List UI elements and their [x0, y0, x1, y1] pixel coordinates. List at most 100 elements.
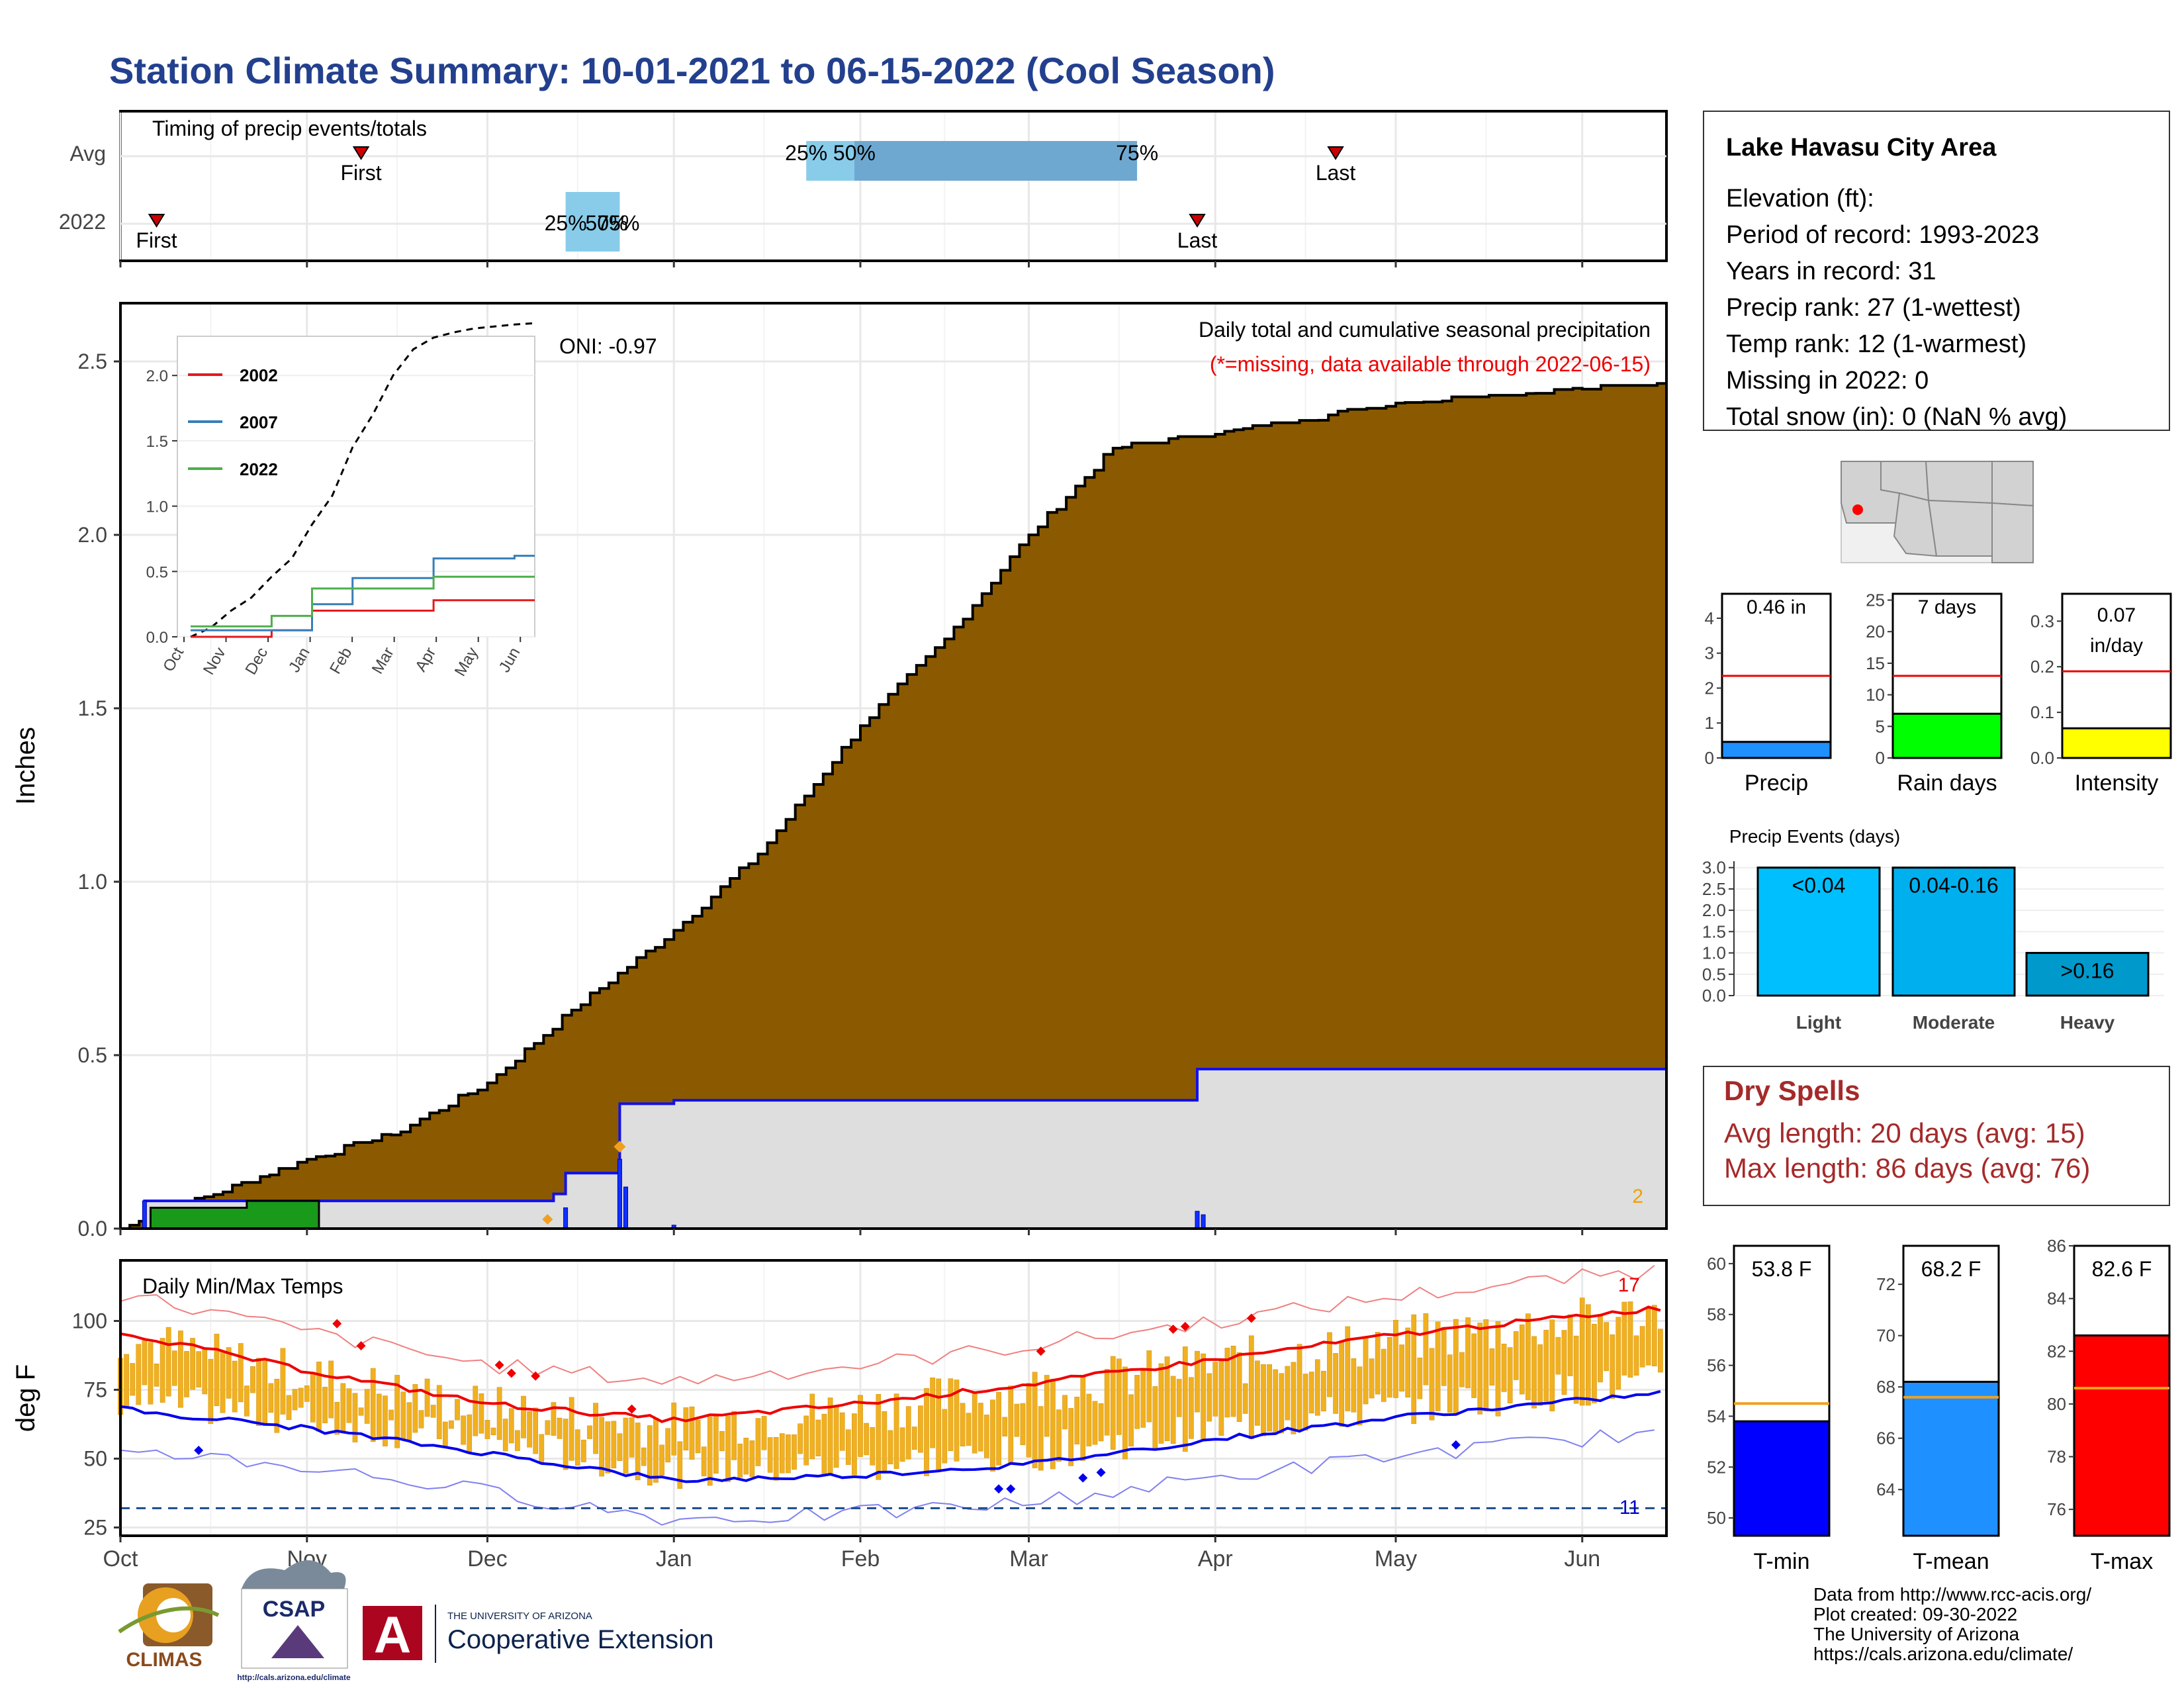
month-label-2: Dec: [467, 1546, 507, 1571]
daily-temp-bar-27: [280, 1348, 286, 1415]
precip-mini-tick-label-1-0: 0: [1876, 748, 1885, 768]
daily-temp-bar-24: [262, 1358, 267, 1427]
precip-mini-tick-label-0-3: 3: [1705, 643, 1714, 663]
precip-y-label: Inches: [11, 727, 40, 805]
temp-ytick-label-3: 100: [72, 1309, 107, 1333]
inset-line-2007: [191, 555, 535, 632]
daily-temp-bar-132: [911, 1427, 917, 1450]
map-state-ut: [1925, 461, 1993, 504]
info-snow: Total snow (in): 0 (NaN % avg): [1726, 403, 2067, 431]
map-state-tx: [1991, 502, 2034, 563]
precip-mini-tick-label-1-2: 10: [1866, 685, 1885, 705]
daily-temp-bar-34: [322, 1387, 328, 1423]
daily-temp-bar-98: [707, 1416, 713, 1486]
daily-temp-bar-15: [208, 1358, 214, 1425]
ua-cooperative-extension-logo: A THE UNIVERSITY OF ARIZONA Cooperative …: [363, 1605, 713, 1664]
timing-row-avg: Avg: [69, 142, 106, 165]
daily-temp-bar-202: [1333, 1353, 1338, 1414]
temp-mini-tick-label-1-2: 68: [1876, 1377, 1895, 1397]
daily-temp-bar-57: [461, 1415, 466, 1445]
month-label-6: Apr: [1198, 1546, 1233, 1571]
daily-temp-bar-201: [1327, 1332, 1332, 1397]
daily-temp-bar-150: [1020, 1403, 1026, 1446]
daily-temp-bar-30: [298, 1387, 304, 1408]
events-bar-label-1: 0.04-0.16: [1909, 874, 1998, 898]
daily-temp-bar-152: [1032, 1372, 1038, 1468]
month-label-0: Oct: [103, 1546, 138, 1571]
daily-temp-bar-218: [1429, 1348, 1435, 1421]
inset-average-line: [190, 322, 535, 638]
daily-temp-bar-48: [406, 1402, 412, 1442]
precip-panel-frame: [119, 302, 1668, 1230]
daily-temp-bar-20: [238, 1343, 244, 1403]
daily-temp-bar-241: [1567, 1314, 1573, 1376]
daily-temp-bar-205: [1351, 1358, 1357, 1413]
daily-temp-bar-210: [1381, 1348, 1387, 1402]
avg-last-marker: [1327, 146, 1344, 160]
daily-temp-bar-35: [328, 1360, 334, 1419]
daily-temp-bar-124: [864, 1423, 869, 1456]
precip-summary-bars: 0 1 2 3 4 0.46 in Precip 0 5 10 15 20 25 7 days Rain d…: [1705, 590, 2172, 796]
inset-frame: [177, 336, 535, 637]
daily-temp-bar-223: [1459, 1352, 1465, 1387]
daily-temp-bar-169: [1134, 1375, 1140, 1429]
info-period: Period of record: 1993-2023: [1726, 221, 2039, 249]
daily-temp-bar-186: [1236, 1352, 1242, 1423]
daily-temp-bar-251: [1627, 1301, 1633, 1378]
daily-temp-bar-103: [737, 1443, 743, 1478]
events-ytick-label-5: 2.5: [1702, 879, 1726, 899]
daily-temp-bar-33: [316, 1362, 322, 1432]
temp-panel-frame: [119, 1259, 1668, 1537]
daily-temp-bar-249: [1615, 1317, 1621, 1389]
daily-temp-bar-244: [1585, 1304, 1591, 1406]
daily-temp-bar-212: [1393, 1319, 1398, 1398]
daily-temp-bar-21: [244, 1385, 250, 1417]
record-low-marker-0: [194, 1446, 204, 1456]
daily-temp-bar-245: [1592, 1323, 1597, 1403]
daily-temp-bar-215: [1411, 1314, 1417, 1425]
y2022-q75-label: 75%: [597, 211, 639, 235]
daily-temp-bar-108: [767, 1437, 773, 1473]
daily-temp-bar-9: [171, 1350, 177, 1386]
daily-temp-bar-113: [797, 1423, 803, 1454]
daily-temp-bar-19: [232, 1360, 238, 1413]
precip-y-axis: 0.0 0.5 1.0 1.5 2.0 2.5: [78, 350, 1584, 1241]
record-high-marker-1: [356, 1340, 366, 1350]
daily-temp-bar-123: [858, 1395, 863, 1457]
temp-ytick-label-0: 25: [83, 1516, 107, 1540]
daily-temp-bar-111: [786, 1434, 791, 1474]
daily-temp-bar-226: [1477, 1323, 1483, 1415]
temp-mini-tick-label-2-5: 86: [2047, 1236, 2066, 1256]
daily-temp-bar-59: [473, 1385, 478, 1436]
daily-temp-bar-174: [1164, 1356, 1170, 1441]
daily-temp-bar-217: [1423, 1313, 1429, 1385]
daily-temp-bar-209: [1375, 1332, 1381, 1395]
precip-events-chart: Precip Events (days) 0.00.51.01.52.02.53…: [1702, 826, 2164, 1033]
daily-bar-2: [617, 1158, 622, 1229]
ua-logo-block: [363, 1606, 422, 1660]
precip-mini-unit-2: in/day: [2090, 635, 2143, 657]
daily-temp-bar-130: [899, 1427, 905, 1462]
station-info-frame: [1703, 111, 2170, 431]
daily-temp-bar-118: [827, 1397, 833, 1475]
daily-temp-bar-129: [893, 1393, 899, 1470]
daily-temp-bar-256: [1658, 1329, 1663, 1373]
precip-mini-tick-label-2-3: 0.3: [2030, 611, 2054, 631]
daily-temp-bar-127: [882, 1411, 887, 1472]
inset-ytick-label-0: 0.0: [146, 629, 168, 647]
daily-bar-0: [142, 1200, 147, 1229]
precip-mini-bar-2: [2061, 727, 2172, 759]
precip-mini-label-0: Precip: [1745, 771, 1808, 796]
climas-logo-text: CLIMAS: [126, 1649, 203, 1671]
events-cat-2: Heavy: [2060, 1012, 2115, 1033]
precip-ytick-label-3: 1.5: [78, 696, 107, 720]
daily-temp-bar-22: [250, 1366, 255, 1393]
daily-temp-bar-221: [1447, 1354, 1453, 1413]
map-state-az: [1893, 492, 1938, 557]
temp-mini-tick-label-0-4: 58: [1707, 1305, 1726, 1325]
daily-temp-bar-182: [1212, 1362, 1218, 1417]
info-precip-rank: Precip rank: 27 (1-wettest): [1726, 294, 2021, 322]
daily-temp-bar-37: [340, 1383, 346, 1432]
temp-mini-tick-label-0-2: 54: [1707, 1406, 1726, 1426]
temp-mini-tick-label-2-2: 80: [2047, 1394, 2066, 1414]
